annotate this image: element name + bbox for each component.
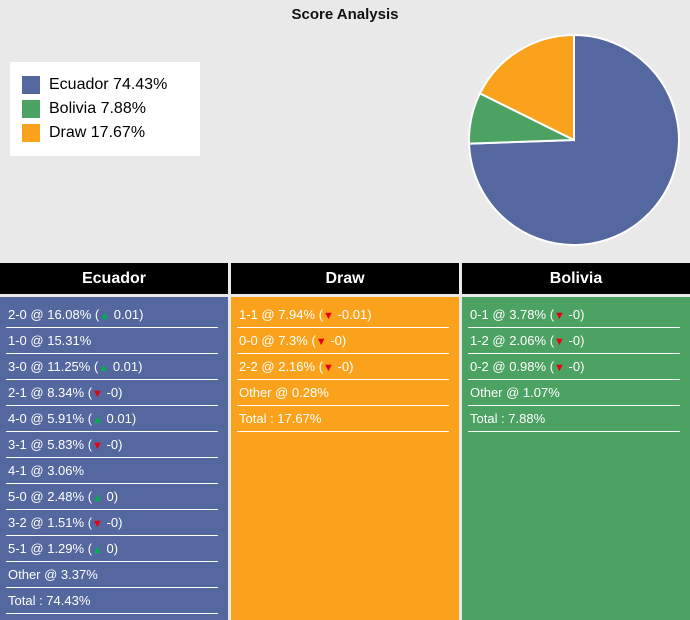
column-ecuador: Ecuador 2-0 @ 16.08% (▲ 0.01) 1-0 @ 15.31%… [0,263,228,620]
score-text: Total : 7.88% [470,411,546,426]
up-arrow-icon: ▲ [92,544,103,556]
delta-value: -0 [568,359,581,374]
score-row: 5-0 @ 2.48% (▲ 0) [6,484,218,510]
down-arrow-icon: ▼ [323,310,334,322]
score-text: 2-0 @ 16.08% [8,307,92,322]
score-row: 3-1 @ 5.83% (▼ -0) [6,432,218,458]
legend-swatch-draw [22,124,40,142]
delta-value: 0.01 [112,359,139,374]
delta-value: 0 [106,541,114,556]
score-row: 3-0 @ 11.25% (▲ 0.01) [6,354,218,380]
down-arrow-icon: ▼ [554,336,565,348]
delta-value: -0 [106,385,119,400]
score-row: 1-2 @ 2.06% (▼ -0) [468,328,680,354]
delta-value: -0 [568,307,581,322]
page-title: Score Analysis [291,6,399,23]
chart-section: Score Analysis Ecuador 74.43% Bolivia 7.8… [0,0,690,263]
score-text: 1-2 @ 2.06% [470,333,547,348]
score-row: 2-2 @ 2.16% (▼ -0) [237,354,449,380]
chart-legend: Ecuador 74.43% Bolivia 7.88% Draw 17.67% [10,62,200,156]
up-arrow-icon: ▲ [99,310,111,322]
score-row: 2-0 @ 16.08% (▲ 0.01) [6,302,218,328]
delta-value: 0.01 [106,411,132,426]
score-text: Other @ 0.28% [239,385,329,400]
delta-value: -0 [106,515,119,530]
column-body-bolivia: 0-1 @ 3.78% (▼ -0) 1-2 @ 2.06% (▼ -0) 0-2 … [462,297,690,620]
score-row: 3-2 @ 1.51% (▼ -0) [6,510,218,536]
column-header-draw: Draw [231,263,459,294]
column-body-ecuador: 2-0 @ 16.08% (▲ 0.01) 1-0 @ 15.31% 3-0 @ 1… [0,297,228,620]
pie-chart [468,33,680,246]
legend-swatch-bolivia [22,100,40,118]
delta-value: -0 [106,437,119,452]
column-body-draw: 1-1 @ 7.94% (▼ -0.01) 0-0 @ 7.3% (▼ -0) 2-… [231,297,459,620]
delta-value: 0 [106,489,114,504]
score-row: 1-1 @ 7.94% (▼ -0.01) [237,302,449,328]
pie-chart-wrap [463,29,685,256]
score-text: 3-0 @ 11.25% [8,359,91,374]
delta-value: -0 [568,333,581,348]
score-row: Total : 74.43% [6,588,218,614]
score-row: 5-1 @ 1.29% (▲ 0) [6,536,218,562]
delta-value: -0 [337,359,350,374]
score-row: 4-0 @ 5.91% (▲ 0.01) [6,406,218,432]
down-arrow-icon: ▼ [315,336,327,348]
score-text: Other @ 1.07% [470,385,560,400]
delta-value: -0 [330,333,342,348]
score-text: 2-2 @ 2.16% [239,359,316,374]
legend-item-draw[interactable]: Draw 17.67% [22,121,182,145]
down-arrow-icon: ▼ [554,362,565,374]
legend-label: Draw 17.67% [49,124,146,141]
score-text: Other @ 3.37% [8,567,98,582]
score-row: Other @ 1.07% [468,380,680,406]
score-row: Total : 17.67% [237,406,449,432]
down-arrow-icon: ▼ [92,388,103,400]
score-row: Other @ 0.28% [237,380,449,406]
down-arrow-icon: ▼ [92,440,103,452]
legend-label: Bolivia 7.88% [49,100,146,117]
legend-label: Ecuador 74.43% [49,76,168,93]
score-row: 4-1 @ 3.06% [6,458,218,484]
score-row: Other @ 3.37% [6,562,218,588]
score-text: 1-0 @ 15.31% [8,333,92,348]
up-arrow-icon: ▲ [92,414,103,426]
column-header-bolivia: Bolivia [462,263,690,294]
score-text: 2-1 @ 8.34% [8,385,85,400]
score-row: 1-0 @ 15.31% [6,328,218,354]
down-arrow-icon: ▼ [323,362,334,374]
down-arrow-icon: ▼ [554,310,565,322]
score-text: 0-2 @ 0.98% [470,359,547,374]
score-row: 0-1 @ 3.78% (▼ -0) [468,302,680,328]
up-arrow-icon: ▲ [98,362,110,374]
score-row: 2-1 @ 8.34% (▼ -0) [6,380,218,406]
legend-item-bolivia[interactable]: Bolivia 7.88% [22,97,182,121]
delta-value: 0.01 [113,307,140,322]
score-text: Total : 74.43% [8,593,91,608]
column-header-ecuador: Ecuador [0,263,228,294]
score-text: Total : 17.67% [239,411,322,426]
score-text: 3-1 @ 5.83% [8,437,85,452]
score-row: Total : 7.88% [468,406,680,432]
score-text: 0-1 @ 3.78% [470,307,547,322]
score-text: 3-2 @ 1.51% [8,515,85,530]
score-text: 4-0 @ 5.91% [8,411,85,426]
score-text: 5-0 @ 2.48% [8,489,85,504]
score-text: 4-1 @ 3.06% [8,463,85,478]
legend-swatch-ecuador [22,76,40,94]
down-arrow-icon: ▼ [92,518,103,530]
score-row: 0-0 @ 7.3% (▼ -0) [237,328,449,354]
score-columns: Ecuador 2-0 @ 16.08% (▲ 0.01) 1-0 @ 15.31%… [0,263,690,620]
pie-slice-draw [478,33,575,142]
delta-value: -0.01 [337,307,368,322]
score-text: 5-1 @ 1.29% [8,541,85,556]
score-text: 0-0 @ 7.3% [239,333,308,348]
score-row: 0-2 @ 0.98% (▼ -0) [468,354,680,380]
column-bolivia: Bolivia 0-1 @ 3.78% (▼ -0) 1-2 @ 2.06% (▼ … [462,263,690,620]
up-arrow-icon: ▲ [92,492,103,504]
score-text: 1-1 @ 7.94% [239,307,316,322]
column-draw: Draw 1-1 @ 7.94% (▼ -0.01) 0-0 @ 7.3% (▼ -… [231,263,459,620]
pie-slice-ecuador [468,33,680,246]
legend-item-ecuador[interactable]: Ecuador 74.43% [22,73,182,97]
